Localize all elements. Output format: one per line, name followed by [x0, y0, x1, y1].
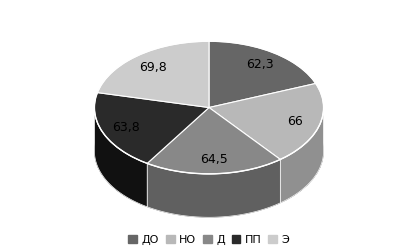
Legend: ДО, НО, Д, ПП, Э: ДО, НО, Д, ПП, Э: [124, 230, 294, 248]
Text: 64,5: 64,5: [200, 153, 227, 166]
Polygon shape: [209, 83, 324, 159]
Polygon shape: [280, 109, 324, 203]
Polygon shape: [209, 41, 316, 108]
Polygon shape: [147, 159, 280, 217]
Polygon shape: [147, 108, 280, 174]
Text: 62,3: 62,3: [246, 58, 273, 71]
Text: 69,8: 69,8: [140, 61, 167, 73]
Polygon shape: [94, 93, 209, 163]
Text: 66: 66: [288, 115, 303, 127]
Polygon shape: [94, 109, 147, 207]
Ellipse shape: [94, 85, 324, 217]
Text: 63,8: 63,8: [112, 121, 140, 134]
Polygon shape: [97, 41, 209, 108]
